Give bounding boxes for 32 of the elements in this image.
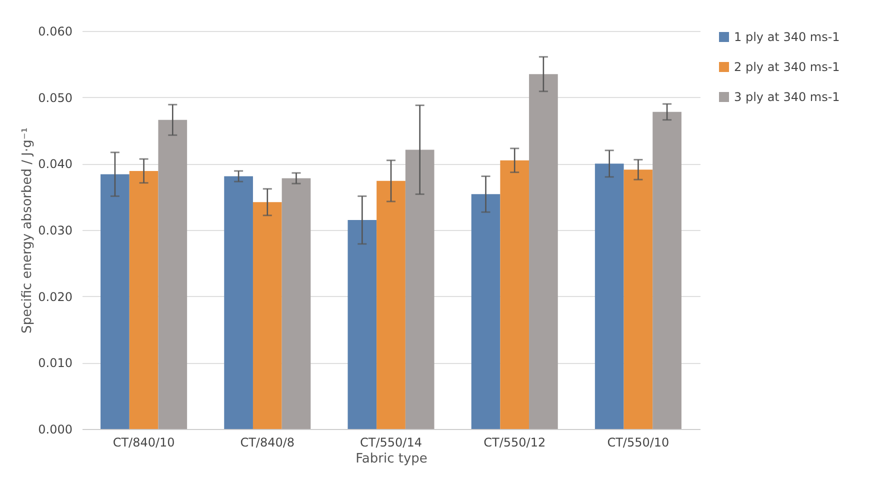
x-tick-label: CT/550/10 xyxy=(607,436,670,450)
x-tick-label: CT/550/14 xyxy=(360,436,422,450)
legend-label: 2 ply at 340 ms-1 xyxy=(734,60,840,74)
bar xyxy=(252,202,282,429)
x-tick-label: CT/840/10 xyxy=(112,436,175,450)
x-tick-label: CT/840/8 xyxy=(240,436,295,450)
y-tick-label: 0.040 xyxy=(38,157,72,172)
y-tick-label: 0.000 xyxy=(38,422,72,436)
y-tick-label: 0.050 xyxy=(38,90,72,105)
x-axis-title: Fabric type xyxy=(356,452,428,466)
bar xyxy=(405,150,434,429)
bar xyxy=(624,170,653,429)
bar xyxy=(652,112,682,429)
bar xyxy=(376,180,406,429)
legend-label: 1 ply at 340 ms-1 xyxy=(734,30,840,44)
bar xyxy=(158,120,188,429)
y-tick-label: 0.020 xyxy=(38,290,72,304)
y-tick-label: 0.030 xyxy=(38,224,72,238)
bar xyxy=(500,160,530,429)
legend-label: 3 ply at 340 ms-1 xyxy=(734,90,840,104)
bar xyxy=(594,164,624,429)
y-tick-label: 0.010 xyxy=(38,356,72,370)
bar xyxy=(282,178,311,429)
bar xyxy=(471,194,500,429)
bar xyxy=(348,220,377,429)
x-tick-label: CT/550/12 xyxy=(484,436,546,450)
bar xyxy=(100,174,130,429)
bar xyxy=(529,74,558,429)
y-axis-title: Specific energy absorbed / J·g⁻¹ xyxy=(20,128,36,334)
y-tick-label: 0.060 xyxy=(38,24,72,38)
bar xyxy=(129,170,158,429)
bar xyxy=(224,176,253,429)
